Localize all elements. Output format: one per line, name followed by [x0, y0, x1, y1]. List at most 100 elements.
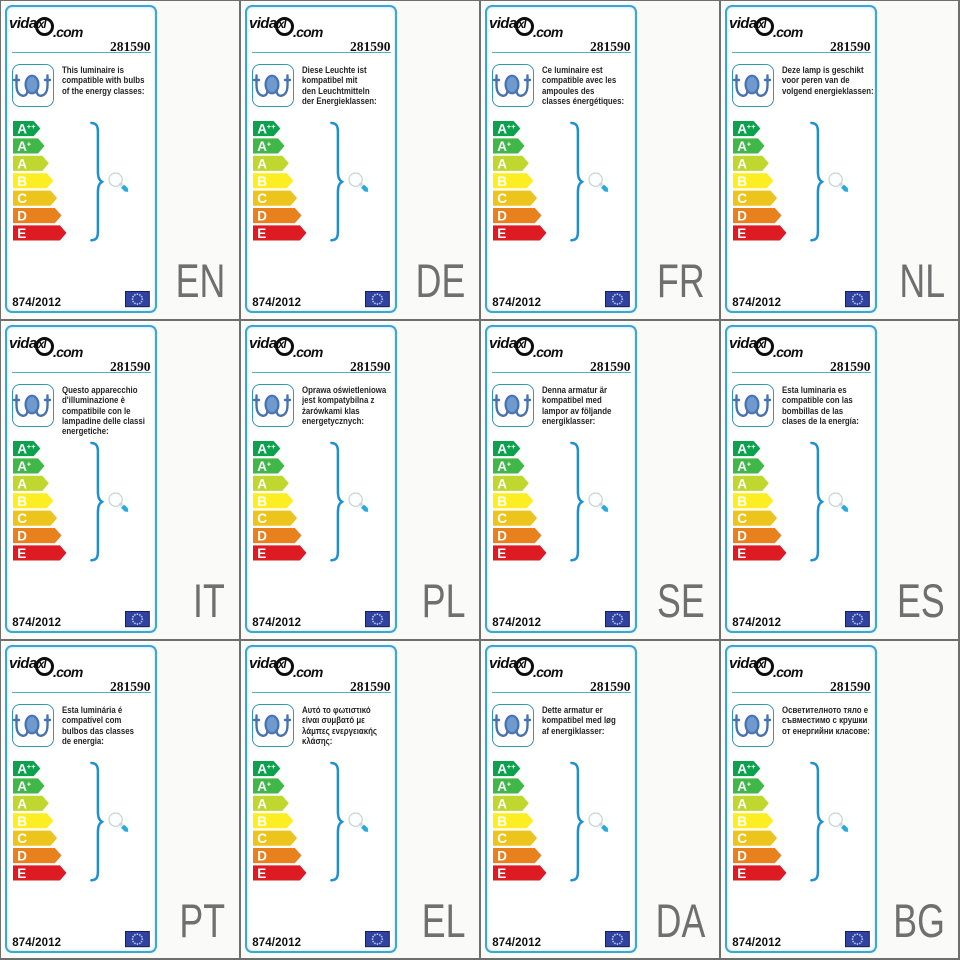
- svg-text:C: C: [737, 191, 747, 206]
- svg-text:+: +: [507, 460, 512, 469]
- svg-text:A: A: [497, 459, 507, 474]
- svg-text:E: E: [257, 226, 266, 241]
- svg-text:D: D: [17, 529, 27, 544]
- svg-text:B: B: [17, 174, 27, 189]
- svg-text:+: +: [507, 140, 512, 149]
- svg-text:D: D: [737, 529, 747, 544]
- svg-text:A: A: [257, 459, 267, 474]
- svg-text:A: A: [17, 459, 27, 474]
- svg-text:+: +: [747, 140, 752, 149]
- svg-text:C: C: [737, 831, 747, 846]
- svg-text:A: A: [497, 442, 507, 457]
- svg-text:+: +: [27, 460, 32, 469]
- svg-text:+: +: [267, 460, 272, 469]
- svg-text:++: ++: [747, 762, 756, 771]
- svg-text:A: A: [257, 762, 267, 777]
- svg-text:A: A: [257, 477, 267, 492]
- svg-text:B: B: [737, 494, 747, 509]
- svg-text:E: E: [17, 226, 26, 241]
- svg-text:D: D: [497, 209, 507, 224]
- svg-text:C: C: [497, 511, 507, 526]
- svg-text:C: C: [17, 191, 27, 206]
- svg-text:B: B: [497, 174, 507, 189]
- svg-text:D: D: [497, 849, 507, 864]
- svg-text:A: A: [737, 477, 747, 492]
- svg-text:A: A: [737, 779, 747, 794]
- svg-text:A: A: [497, 157, 507, 172]
- svg-text:D: D: [737, 209, 747, 224]
- svg-text:A: A: [17, 797, 27, 812]
- svg-text:D: D: [257, 849, 267, 864]
- svg-text:C: C: [257, 831, 267, 846]
- svg-text:++: ++: [27, 122, 36, 131]
- svg-text:A: A: [17, 442, 27, 457]
- svg-text:++: ++: [747, 122, 756, 131]
- svg-text:B: B: [17, 814, 27, 829]
- svg-text:E: E: [737, 226, 746, 241]
- svg-text:++: ++: [507, 762, 516, 771]
- svg-text:C: C: [257, 191, 267, 206]
- svg-text:E: E: [737, 546, 746, 561]
- svg-text:C: C: [497, 831, 507, 846]
- svg-text:D: D: [497, 529, 507, 544]
- svg-text:D: D: [257, 529, 267, 544]
- svg-text:+: +: [507, 780, 512, 789]
- svg-text:D: D: [737, 849, 747, 864]
- svg-text:B: B: [17, 494, 27, 509]
- svg-text:++: ++: [27, 762, 36, 771]
- svg-text:A: A: [257, 157, 267, 172]
- svg-text:E: E: [257, 866, 266, 881]
- svg-text:A: A: [257, 139, 267, 154]
- svg-text:C: C: [497, 191, 507, 206]
- svg-text:++: ++: [27, 442, 36, 451]
- svg-text:++: ++: [747, 442, 756, 451]
- svg-text:+: +: [267, 780, 272, 789]
- svg-text:E: E: [497, 866, 506, 881]
- svg-text:A: A: [737, 442, 747, 457]
- svg-text:A: A: [737, 139, 747, 154]
- svg-text:B: B: [737, 814, 747, 829]
- svg-text:D: D: [17, 209, 27, 224]
- svg-text:A: A: [17, 139, 27, 154]
- svg-text:E: E: [737, 866, 746, 881]
- svg-text:+: +: [27, 140, 32, 149]
- svg-text:B: B: [497, 814, 507, 829]
- svg-text:C: C: [17, 511, 27, 526]
- svg-text:++: ++: [267, 442, 276, 451]
- svg-text:B: B: [257, 814, 267, 829]
- svg-text:D: D: [257, 209, 267, 224]
- svg-text:++: ++: [267, 762, 276, 771]
- svg-text:+: +: [747, 460, 752, 469]
- svg-text:A: A: [737, 762, 747, 777]
- svg-text:+: +: [27, 780, 32, 789]
- svg-text:B: B: [257, 494, 267, 509]
- svg-text:A: A: [17, 122, 27, 137]
- svg-text:B: B: [257, 174, 267, 189]
- svg-text:E: E: [497, 546, 506, 561]
- svg-text:A: A: [17, 779, 27, 794]
- svg-text:A: A: [17, 477, 27, 492]
- svg-text:A: A: [497, 122, 507, 137]
- svg-text:A: A: [737, 459, 747, 474]
- svg-text:C: C: [257, 511, 267, 526]
- svg-text:A: A: [17, 157, 27, 172]
- svg-text:C: C: [737, 511, 747, 526]
- svg-text:A: A: [497, 139, 507, 154]
- svg-text:A: A: [257, 442, 267, 457]
- svg-text:A: A: [737, 157, 747, 172]
- svg-text:A: A: [497, 779, 507, 794]
- svg-text:A: A: [257, 779, 267, 794]
- svg-text:++: ++: [507, 442, 516, 451]
- svg-text:B: B: [737, 174, 747, 189]
- svg-text:E: E: [257, 546, 266, 561]
- svg-text:++: ++: [507, 122, 516, 131]
- svg-text:C: C: [17, 831, 27, 846]
- svg-text:E: E: [17, 546, 26, 561]
- svg-text:E: E: [497, 226, 506, 241]
- svg-text:E: E: [17, 866, 26, 881]
- svg-text:A: A: [497, 477, 507, 492]
- svg-text:A: A: [497, 762, 507, 777]
- svg-text:D: D: [17, 849, 27, 864]
- svg-text:A: A: [737, 122, 747, 137]
- svg-text:A: A: [497, 797, 507, 812]
